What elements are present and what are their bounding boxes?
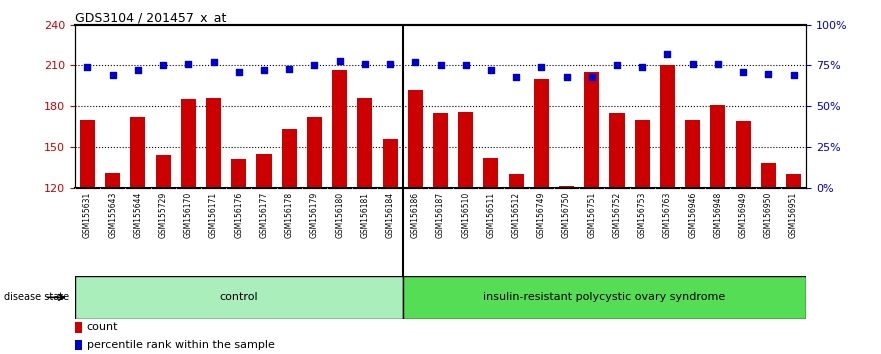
Bar [332,70,347,188]
Point [761,71,775,76]
Point [408,59,422,65]
Bar [508,174,523,188]
Point [711,61,725,67]
Point [106,73,120,78]
Point [232,69,246,75]
Bar [634,120,650,188]
Point [635,64,649,70]
Bar [307,117,322,188]
Text: GSM156178: GSM156178 [285,192,293,238]
Bar [736,121,751,188]
Point [80,64,94,70]
Point [307,63,322,68]
Bar [130,117,145,188]
Bar [206,98,221,188]
Point [282,66,296,72]
Text: GSM156751: GSM156751 [588,192,596,238]
Text: GSM156510: GSM156510 [462,192,470,238]
Point [181,61,196,67]
Text: GSM156170: GSM156170 [184,192,193,238]
Point [787,73,801,78]
Point [484,68,498,73]
Point [610,63,624,68]
Bar [584,72,599,188]
Point [736,69,750,75]
Point [585,74,599,80]
Bar [156,155,171,188]
Text: insulin-resistant polycystic ovary syndrome: insulin-resistant polycystic ovary syndr… [484,292,726,302]
Text: percentile rank within the sample: percentile rank within the sample [86,340,275,350]
Bar [231,159,247,188]
Text: GSM156180: GSM156180 [335,192,344,238]
Text: GSM156184: GSM156184 [386,192,395,238]
Text: GSM156749: GSM156749 [537,192,546,239]
Point [358,61,372,67]
Point [559,74,574,80]
Bar [105,173,121,188]
Text: GSM156179: GSM156179 [310,192,319,238]
Bar [75,322,82,333]
Point [459,63,473,68]
Bar [685,120,700,188]
Text: count: count [86,322,118,332]
Bar [403,276,806,319]
Text: GSM156949: GSM156949 [738,192,748,239]
Point [509,74,523,80]
Bar [358,98,373,188]
Text: GSM156753: GSM156753 [638,192,647,239]
Bar [559,186,574,188]
Text: GSM156763: GSM156763 [663,192,672,239]
Text: GSM156950: GSM156950 [764,192,773,239]
Point [333,58,347,63]
Bar [80,120,95,188]
Bar [256,154,271,188]
Text: GSM156951: GSM156951 [789,192,798,238]
Text: GSM156750: GSM156750 [562,192,571,239]
Bar [458,112,473,188]
Bar [433,113,448,188]
Bar [382,139,397,188]
Bar [408,90,423,188]
Bar [484,158,499,188]
Text: GSM156181: GSM156181 [360,192,369,238]
Point [433,63,448,68]
Point [383,61,397,67]
Text: GSM155729: GSM155729 [159,192,167,238]
Text: GSM156511: GSM156511 [486,192,495,238]
Text: GSM156176: GSM156176 [234,192,243,238]
Bar [534,79,549,188]
Bar [786,174,801,188]
Bar [760,163,776,188]
Text: disease state: disease state [4,292,70,302]
Point [156,63,170,68]
Text: GSM156187: GSM156187 [436,192,445,238]
Bar [660,65,675,188]
Text: GSM155643: GSM155643 [108,192,117,239]
Point [131,68,145,73]
Bar [710,105,725,188]
Text: GSM156946: GSM156946 [688,192,697,239]
Point [257,68,271,73]
Point [534,64,548,70]
Text: GDS3104 / 201457_x_at: GDS3104 / 201457_x_at [75,11,226,24]
Text: GSM156512: GSM156512 [512,192,521,238]
Text: GSM155631: GSM155631 [83,192,92,238]
Bar [610,113,625,188]
Text: GSM155644: GSM155644 [133,192,143,239]
Bar [282,129,297,188]
Point [685,61,700,67]
Text: GSM156186: GSM156186 [411,192,419,238]
Bar [75,276,403,319]
Text: control: control [219,292,258,302]
Text: GSM156948: GSM156948 [714,192,722,238]
Text: GSM156177: GSM156177 [260,192,269,238]
Text: GSM156752: GSM156752 [612,192,621,238]
Text: GSM156171: GSM156171 [209,192,218,238]
Bar [75,340,82,350]
Point [661,51,675,57]
Point [206,59,220,65]
Bar [181,99,196,188]
